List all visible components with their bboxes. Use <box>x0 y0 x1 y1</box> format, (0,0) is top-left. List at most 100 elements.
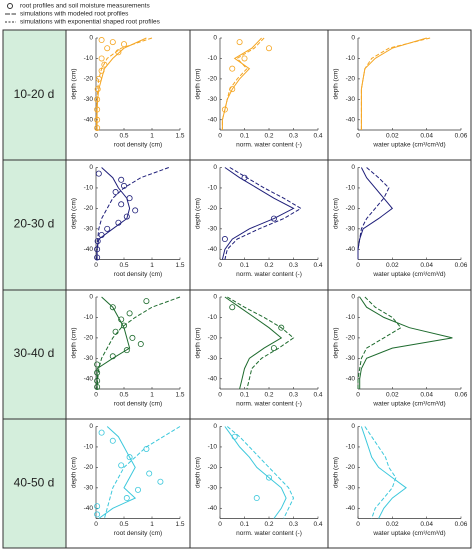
row-label: 20-30 d <box>14 216 55 230</box>
solid-line <box>221 37 262 130</box>
dashed-line <box>364 426 397 519</box>
solid-line <box>224 426 287 519</box>
y-tick-label: -40 <box>346 505 356 512</box>
y-tick-label: -10 <box>84 314 94 321</box>
y-tick-label: -30 <box>84 226 94 233</box>
x-axis-label: root density (cm) <box>114 401 162 408</box>
y-tick-label: -30 <box>84 96 94 103</box>
data-point <box>265 45 272 52</box>
y-tick-label: 0 <box>213 294 217 301</box>
solid-line <box>96 296 131 389</box>
x-tick-label: 0 <box>356 392 360 399</box>
x-tick-label: 0.4 <box>313 392 322 399</box>
legend-label: simulations with exponential shaped root… <box>20 19 161 26</box>
x-tick-label: 0 <box>356 133 360 140</box>
x-tick-label: 0 <box>94 392 98 399</box>
y-tick-label: -20 <box>208 335 218 342</box>
dashed-line <box>227 296 295 390</box>
legend-label: root profiles and soil moisture measurem… <box>20 3 150 10</box>
y-axis-label: depth (cm) <box>195 198 202 229</box>
dashed-line <box>224 167 302 260</box>
y-tick-label: 0 <box>89 35 93 42</box>
x-tick-label: 1.5 <box>175 521 184 528</box>
data-point <box>236 39 243 46</box>
row-label: 30-40 d <box>14 346 55 360</box>
data-point <box>137 341 144 348</box>
x-axis-label: water uptake (cm³/cm³/d) <box>372 142 445 149</box>
y-tick-label: -10 <box>84 444 94 451</box>
x-tick-label: 0.2 <box>264 133 273 140</box>
y-tick-label: 0 <box>351 423 355 430</box>
x-axis-label: water uptake (cm³/cm³/d) <box>372 530 445 537</box>
data-point <box>118 462 125 469</box>
x-tick-label: 1 <box>150 392 154 399</box>
x-tick-label: 0 <box>94 133 98 140</box>
data-point <box>109 304 116 311</box>
x-tick-label: 0 <box>356 262 360 269</box>
x-tick-label: 0.3 <box>289 262 298 269</box>
data-point <box>94 503 101 510</box>
row-label: 10-20 d <box>14 87 55 101</box>
data-point <box>112 189 119 196</box>
dashed-line <box>96 37 153 130</box>
data-point <box>118 201 125 208</box>
dashed-line <box>226 426 295 519</box>
x-tick-label: 0.2 <box>264 262 273 269</box>
x-axis-label: norm. water content (-) <box>236 142 302 149</box>
x-tick-label: 0.04 <box>420 133 433 140</box>
x-tick-label: 0 <box>218 133 222 140</box>
x-tick-label: 0.06 <box>455 262 468 269</box>
data-point <box>98 55 105 62</box>
dashed-line <box>96 296 181 390</box>
solid-line <box>360 37 427 130</box>
data-point <box>101 61 108 68</box>
x-tick-label: 0.02 <box>386 392 399 399</box>
y-tick-label: 0 <box>213 35 217 42</box>
x-tick-label: 1.5 <box>175 392 184 399</box>
solid-line <box>359 296 453 389</box>
x-tick-label: 0.06 <box>455 392 468 399</box>
y-tick-label: -30 <box>208 96 218 103</box>
data-point <box>221 106 228 113</box>
x-tick-label: 0.2 <box>264 392 273 399</box>
data-point <box>241 55 248 62</box>
x-tick-label: 0.04 <box>420 392 433 399</box>
y-tick-label: -10 <box>208 185 218 192</box>
y-axis-label: depth (cm) <box>333 457 340 488</box>
data-point <box>134 486 141 493</box>
x-tick-label: 0.5 <box>119 262 128 269</box>
data-point <box>95 170 102 177</box>
data-point <box>109 437 116 444</box>
y-tick-label: 0 <box>89 294 93 301</box>
data-point <box>132 207 139 214</box>
y-tick-label: -40 <box>84 505 94 512</box>
y-axis-label: depth (cm) <box>333 198 340 229</box>
y-tick-label: -10 <box>346 314 356 321</box>
data-point <box>121 41 128 48</box>
y-tick-label: 0 <box>351 164 355 171</box>
x-axis-label: water uptake (cm³/cm³/d) <box>372 401 445 408</box>
x-tick-label: 0.1 <box>240 262 249 269</box>
solid-line <box>360 426 407 519</box>
x-tick-label: 0.3 <box>289 392 298 399</box>
solid-line <box>96 167 131 260</box>
x-tick-label: 0.02 <box>386 262 399 269</box>
x-tick-label: 1.5 <box>175 133 184 140</box>
y-tick-label: -40 <box>208 246 218 253</box>
data-point <box>109 39 116 46</box>
y-tick-label: -20 <box>346 76 356 83</box>
y-axis-label: depth (cm) <box>333 327 340 358</box>
y-tick-label: 0 <box>213 423 217 430</box>
x-tick-label: 0.06 <box>455 133 468 140</box>
label-column <box>3 30 66 548</box>
y-tick-label: -10 <box>208 444 218 451</box>
y-tick-label: -20 <box>208 76 218 83</box>
y-tick-label: -20 <box>84 76 94 83</box>
y-axis-label: depth (cm) <box>71 68 78 99</box>
x-tick-label: 0.3 <box>289 133 298 140</box>
y-axis-label: depth (cm) <box>71 327 78 358</box>
y-tick-label: -40 <box>346 246 356 253</box>
data-point <box>94 511 101 518</box>
solid-line <box>221 167 295 260</box>
